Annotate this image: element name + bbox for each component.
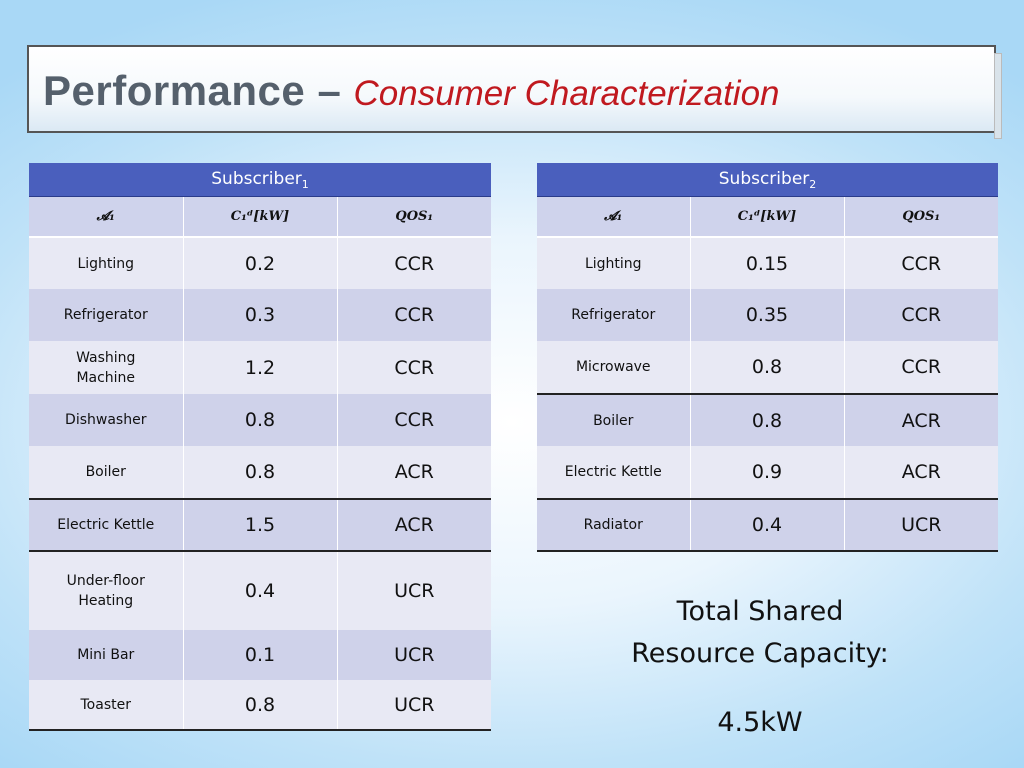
table-row: Boiler 0.8 ACR — [29, 446, 492, 500]
table-row: Lighting 0.15 CCR — [537, 237, 999, 289]
col-qos-header: QOS₁ — [844, 196, 999, 238]
capacity-label-line2: Resource Capacity: — [631, 638, 889, 669]
qos-cell: ACR — [844, 446, 999, 500]
capacity-value: 4.5kW — [717, 707, 803, 738]
table-row: Toaster 0.8 UCR — [29, 680, 492, 731]
capacity-cell: 0.8 — [690, 341, 845, 395]
capacity-cell: 0.4 — [690, 499, 845, 552]
qos-cell: CCR — [844, 341, 999, 395]
appliance-cell: Dishwasher — [29, 394, 184, 446]
appliance-cell: Lighting — [537, 237, 691, 289]
appliance-cell: Refrigerator — [537, 289, 691, 341]
title-box: Performance – Consumer Characterization — [27, 45, 1002, 139]
appliance-cell: Toaster — [29, 680, 184, 731]
qos-cell: CCR — [337, 289, 492, 341]
qos-cell: UCR — [337, 630, 492, 680]
capacity-cell: 1.5 — [183, 499, 338, 552]
capacity-cell: 0.8 — [183, 446, 338, 500]
capacity-cell: 0.1 — [183, 630, 338, 680]
table-row: Mini Bar 0.1 UCR — [29, 630, 492, 680]
capacity-cell: 0.9 — [690, 446, 845, 500]
qos-cell: CCR — [337, 341, 492, 394]
subscriber2-table: Subscriber2 𝓐₁ C₁ᵈ[kW] QOS₁ Lighting 0.15… — [537, 163, 999, 552]
qos-cell: ACR — [844, 394, 999, 446]
slide-title: Performance – Consumer Characterization — [43, 67, 780, 115]
capacity-cell: 0.2 — [183, 237, 338, 289]
appliance-cell: Boiler — [537, 394, 691, 446]
title-subtitle: Consumer Characterization — [353, 74, 780, 113]
qos-cell: UCR — [337, 551, 492, 630]
table-row: Boiler 0.8 ACR — [537, 394, 999, 446]
table-row: Electric Kettle 1.5 ACR — [29, 499, 492, 552]
capacity-cell: 0.8 — [183, 680, 338, 731]
table-row: Refrigerator 0.3 CCR — [29, 289, 492, 341]
capacity-cell: 0.35 — [690, 289, 845, 341]
appliance-cell: Electric Kettle — [537, 446, 691, 500]
appliance-cell: Boiler — [29, 446, 184, 500]
appliance-cell: Lighting — [29, 237, 184, 289]
table-row: Microwave 0.8 CCR — [537, 341, 999, 395]
table-row: Electric Kettle 0.9 ACR — [537, 446, 999, 500]
appliance-cell: Microwave — [537, 341, 691, 395]
col-qos-header: QOS₁ — [337, 196, 492, 238]
qos-cell: UCR — [844, 499, 999, 552]
subscriber1-header: Subscriber1 — [29, 163, 492, 197]
col-capacity-header: C₁ᵈ[kW] — [690, 196, 845, 238]
appliance-cell: Under-floor Heating — [29, 551, 184, 630]
subscriber1-table: Subscriber1 𝓐₁ C₁ᵈ[kW] QOS₁ Lighting 0.2 C… — [29, 163, 492, 731]
capacity-cell: 1.2 — [183, 341, 338, 394]
appliance-cell: Radiator — [537, 499, 691, 552]
table-row: Lighting 0.2 CCR — [29, 237, 492, 289]
appliance-cell: Mini Bar — [29, 630, 184, 680]
qos-cell: ACR — [337, 446, 492, 500]
capacity-cell: 0.15 — [690, 237, 845, 289]
table-row: Dishwasher 0.8 CCR — [29, 394, 492, 446]
subscriber2-header: Subscriber2 — [537, 163, 999, 197]
capacity-cell: 0.8 — [690, 394, 845, 446]
appliance-cell: Electric Kettle — [29, 499, 184, 552]
col-capacity-header: C₁ᵈ[kW] — [183, 196, 338, 238]
appliance-cell: Washing Machine — [29, 341, 184, 394]
capacity-label-line1: Total Shared — [676, 596, 844, 627]
col-appliance-header: 𝓐₁ — [29, 196, 184, 238]
qos-cell: UCR — [337, 680, 492, 731]
capacity-cell: 0.3 — [183, 289, 338, 341]
col-appliance-header: 𝓐₁ — [537, 196, 691, 238]
qos-cell: CCR — [844, 289, 999, 341]
table-row: Under-floor Heating 0.4 UCR — [29, 551, 492, 630]
title-main: Performance – — [43, 67, 354, 114]
appliance-cell: Refrigerator — [29, 289, 184, 341]
capacity-label: Total Shared Resource Capacity: — [600, 591, 920, 675]
qos-cell: CCR — [337, 394, 492, 446]
table-row: Refrigerator 0.35 CCR — [537, 289, 999, 341]
table-row: Washing Machine 1.2 CCR — [29, 341, 492, 394]
qos-cell: CCR — [844, 237, 999, 289]
qos-cell: ACR — [337, 499, 492, 552]
capacity-cell: 0.8 — [183, 394, 338, 446]
capacity-cell: 0.4 — [183, 551, 338, 630]
table-row: Radiator 0.4 UCR — [537, 499, 999, 552]
qos-cell: CCR — [337, 237, 492, 289]
